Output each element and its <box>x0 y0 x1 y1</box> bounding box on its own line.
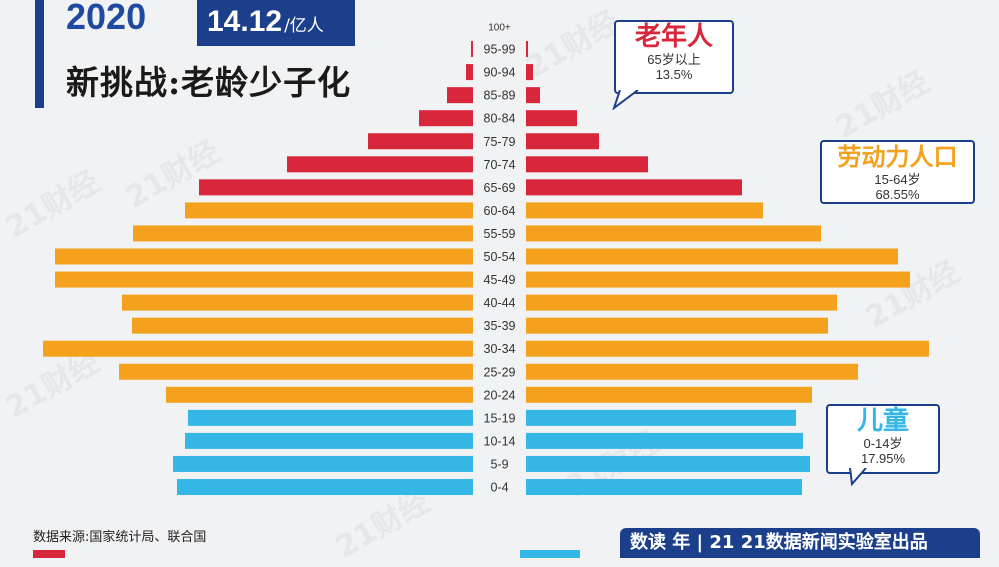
bar-right-35-39 <box>526 317 828 334</box>
callout-children: 儿童 0-14岁 17.95% <box>826 404 940 474</box>
age-label-90-94: 90-94 <box>484 66 516 80</box>
bar-right-60-64 <box>526 202 763 219</box>
bar-right-50-54 <box>526 248 898 265</box>
bar-right-10-14 <box>526 432 803 449</box>
year-label: 2020 <box>66 0 147 37</box>
age-label-5-9: 5-9 <box>490 457 508 471</box>
bar-right-45-49 <box>526 271 910 288</box>
bar-left-10-14 <box>185 432 473 449</box>
callout-elderly-share: 13.5% <box>655 67 693 82</box>
age-label-25-29: 25-29 <box>484 365 516 379</box>
bar-right-15-19 <box>526 409 796 426</box>
bar-right-20-24 <box>526 386 812 403</box>
age-label-55-59: 55-59 <box>484 227 516 241</box>
bar-left-95-99 <box>471 41 473 58</box>
age-label-95-99: 95-99 <box>484 43 516 57</box>
age-label-60-64: 60-64 <box>484 204 516 218</box>
header-accent-bar <box>35 0 44 108</box>
callout-children-share: 17.95% <box>860 451 906 466</box>
age-label-30-34: 30-34 <box>484 342 516 356</box>
legend-swatch-elderly <box>33 550 65 558</box>
age-label-70-74: 70-74 <box>484 158 516 172</box>
bar-right-95-99 <box>526 41 528 58</box>
bar-right-0-4 <box>526 479 802 495</box>
bar-left-85-89 <box>447 87 473 104</box>
bar-left-0-4 <box>177 479 473 495</box>
age-label-75-79: 75-79 <box>484 135 516 149</box>
bar-left-50-54 <box>55 248 473 265</box>
bar-right-25-29 <box>526 363 858 380</box>
bar-left-75-79 <box>368 133 473 150</box>
bar-left-60-64 <box>185 202 473 219</box>
bar-right-75-79 <box>526 133 599 150</box>
age-label-35-39: 35-39 <box>484 319 516 333</box>
legend-swatch-children <box>520 550 580 558</box>
age-label-10-14: 10-14 <box>484 434 516 448</box>
age-label-65-69: 65-69 <box>484 181 516 195</box>
callout-children-title: 儿童 <box>856 406 909 436</box>
data-source: 数据来源:国家统计局、联合国 <box>33 530 207 545</box>
bar-left-20-24 <box>166 386 473 403</box>
callout-children-pointer <box>849 468 867 487</box>
bar-left-5-9 <box>173 455 473 472</box>
bar-left-70-74 <box>287 156 473 173</box>
bar-left-55-59 <box>133 225 473 242</box>
age-label-20-24: 20-24 <box>484 388 516 402</box>
callout-working-title: 劳动力人口 <box>837 143 958 171</box>
bar-right-80-84 <box>526 110 577 127</box>
bar-right-65-69 <box>526 179 742 196</box>
bar-left-35-39 <box>132 317 473 334</box>
footer-badge: 数读 年 | 21 21数据新闻实验室出品 <box>620 528 980 558</box>
age-label-0-4: 0-4 <box>490 481 508 495</box>
age-label-40-44: 40-44 <box>484 296 516 310</box>
callout-elderly: 老年人 65岁以上 13.5% <box>614 20 734 94</box>
bar-right-90-94 <box>526 64 533 81</box>
bar-right-85-89 <box>526 87 540 104</box>
callout-children-range: 0-14岁 <box>863 436 903 451</box>
age-label-15-19: 15-19 <box>484 411 516 425</box>
age-label-45-49: 45-49 <box>484 273 516 287</box>
bar-right-5-9 <box>526 455 810 472</box>
bar-left-30-34 <box>43 340 473 357</box>
age-label-50-54: 50-54 <box>484 250 516 264</box>
bar-left-15-19 <box>188 409 473 426</box>
callout-working-share: 68.55% <box>875 187 920 202</box>
population-box: 14.12 /亿人 <box>197 0 355 46</box>
age-label-80-84: 80-84 <box>484 112 516 126</box>
bar-left-80-84 <box>419 110 473 127</box>
bar-left-40-44 <box>122 294 473 311</box>
bar-right-30-34 <box>526 340 929 357</box>
callout-elderly-range: 65岁以上 <box>647 52 701 67</box>
callout-working-range: 15-64岁 <box>874 172 921 187</box>
bar-left-90-94 <box>466 64 473 81</box>
callout-elderly-title: 老年人 <box>634 22 713 52</box>
age-label-100+: 100+ <box>488 23 511 34</box>
bar-right-40-44 <box>526 294 837 311</box>
callout-working: 劳动力人口 15-64岁 68.55% <box>820 140 975 204</box>
callout-elderly-pointer <box>612 90 639 110</box>
chart-subtitle: 新挑战:老龄少子化 <box>66 63 352 102</box>
bar-left-65-69 <box>199 179 473 196</box>
bar-left-45-49 <box>55 271 473 288</box>
bar-right-70-74 <box>526 156 648 173</box>
population-value: 14.12 <box>207 5 283 38</box>
population-unit: /亿人 <box>284 16 324 36</box>
bar-right-55-59 <box>526 225 821 242</box>
age-label-85-89: 85-89 <box>484 89 516 103</box>
bar-left-25-29 <box>119 363 473 380</box>
